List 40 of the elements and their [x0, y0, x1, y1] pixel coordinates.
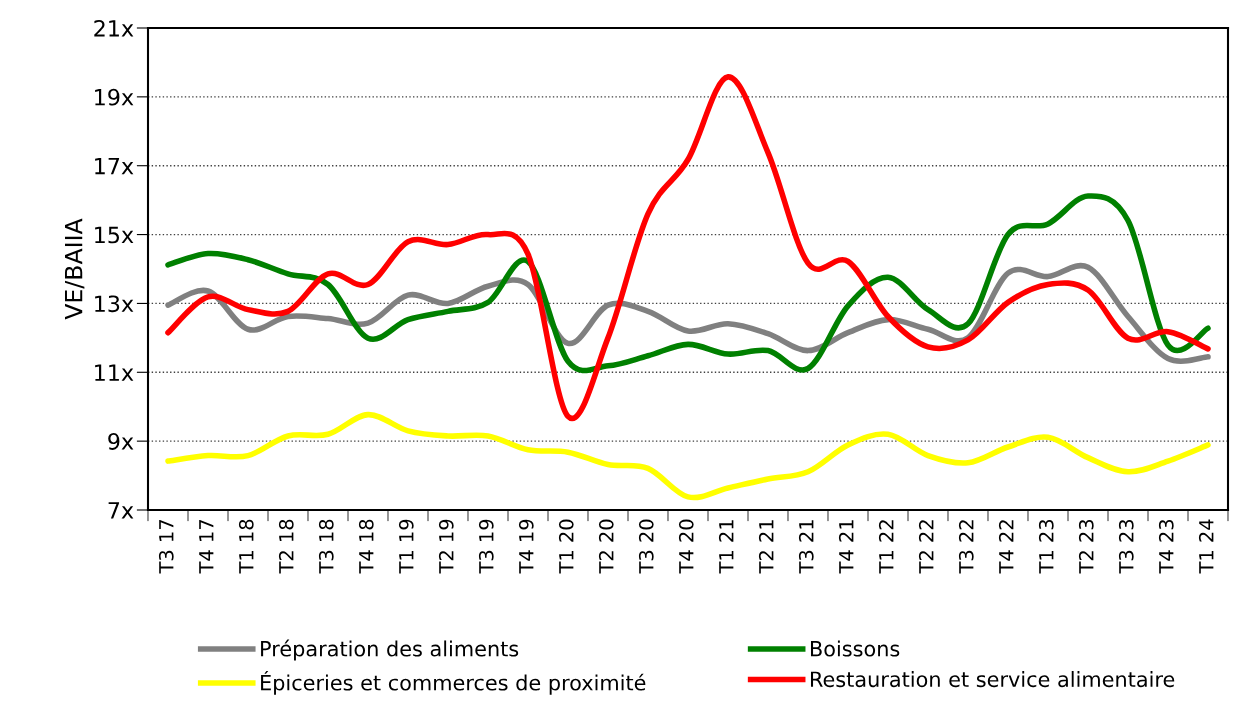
x-tick-label: T1 22	[878, 520, 894, 574]
legend-label: Restauration et service alimentaire	[810, 671, 1175, 688]
x-tick-label: T1 20	[558, 519, 574, 574]
y-tick-label: 11x	[95, 364, 134, 381]
x-tick-label: T3 21	[798, 520, 814, 574]
x-tick-label: T3 23	[1118, 519, 1134, 574]
x-tick-label: T3 22	[958, 520, 974, 574]
x-tick-label: T4 17	[199, 519, 214, 574]
x-tick-label: T3 20	[638, 519, 654, 574]
legend-label: Épiceries et commerces de proximité	[261, 671, 646, 695]
x-tick-label: T1 23	[1038, 519, 1054, 574]
x-tick-label: T2 19	[438, 519, 454, 574]
x-tick-label: T1 18	[238, 519, 254, 574]
x-tick-label: T4 23	[1158, 519, 1174, 574]
x-tick-label: T2 20	[598, 519, 614, 574]
y-tick-label: 9x	[108, 433, 134, 450]
x-tick-label: T2 21	[758, 520, 774, 574]
legend-label: Boissons	[810, 640, 900, 657]
x-tick-label: T4 19	[518, 519, 534, 574]
x-tick-label: T3 19	[478, 519, 494, 574]
y-tick-label: 15x	[95, 226, 134, 244]
legend-label: Préparation des aliments	[261, 639, 519, 661]
x-tick-label: T2 22	[918, 520, 934, 574]
y-tick-label: 21x	[94, 19, 134, 37]
x-tick-label: T3 17	[158, 519, 174, 574]
y-tick-label: 7x	[108, 502, 134, 519]
y-axis-title: VE/BAIIA	[65, 218, 85, 320]
x-tick-label: T1 24	[1198, 519, 1214, 574]
y-tick-label: 17x	[95, 157, 134, 175]
x-tick-label: T4 21	[838, 520, 854, 574]
y-tick-label: 13x	[95, 295, 134, 313]
x-tick-label: T2 23	[1078, 519, 1094, 574]
y-tick-label: 19x	[95, 88, 134, 106]
x-tick-label: T3 18	[318, 519, 334, 574]
x-tick-label: T4 20	[678, 519, 694, 574]
x-tick-label: T1 21	[718, 520, 734, 574]
x-tick-label: T2 18	[278, 519, 294, 574]
x-tick-label: T4 22	[998, 520, 1014, 574]
x-tick-label: T1 19	[398, 519, 414, 574]
x-tick-label: T4 18	[358, 519, 374, 574]
